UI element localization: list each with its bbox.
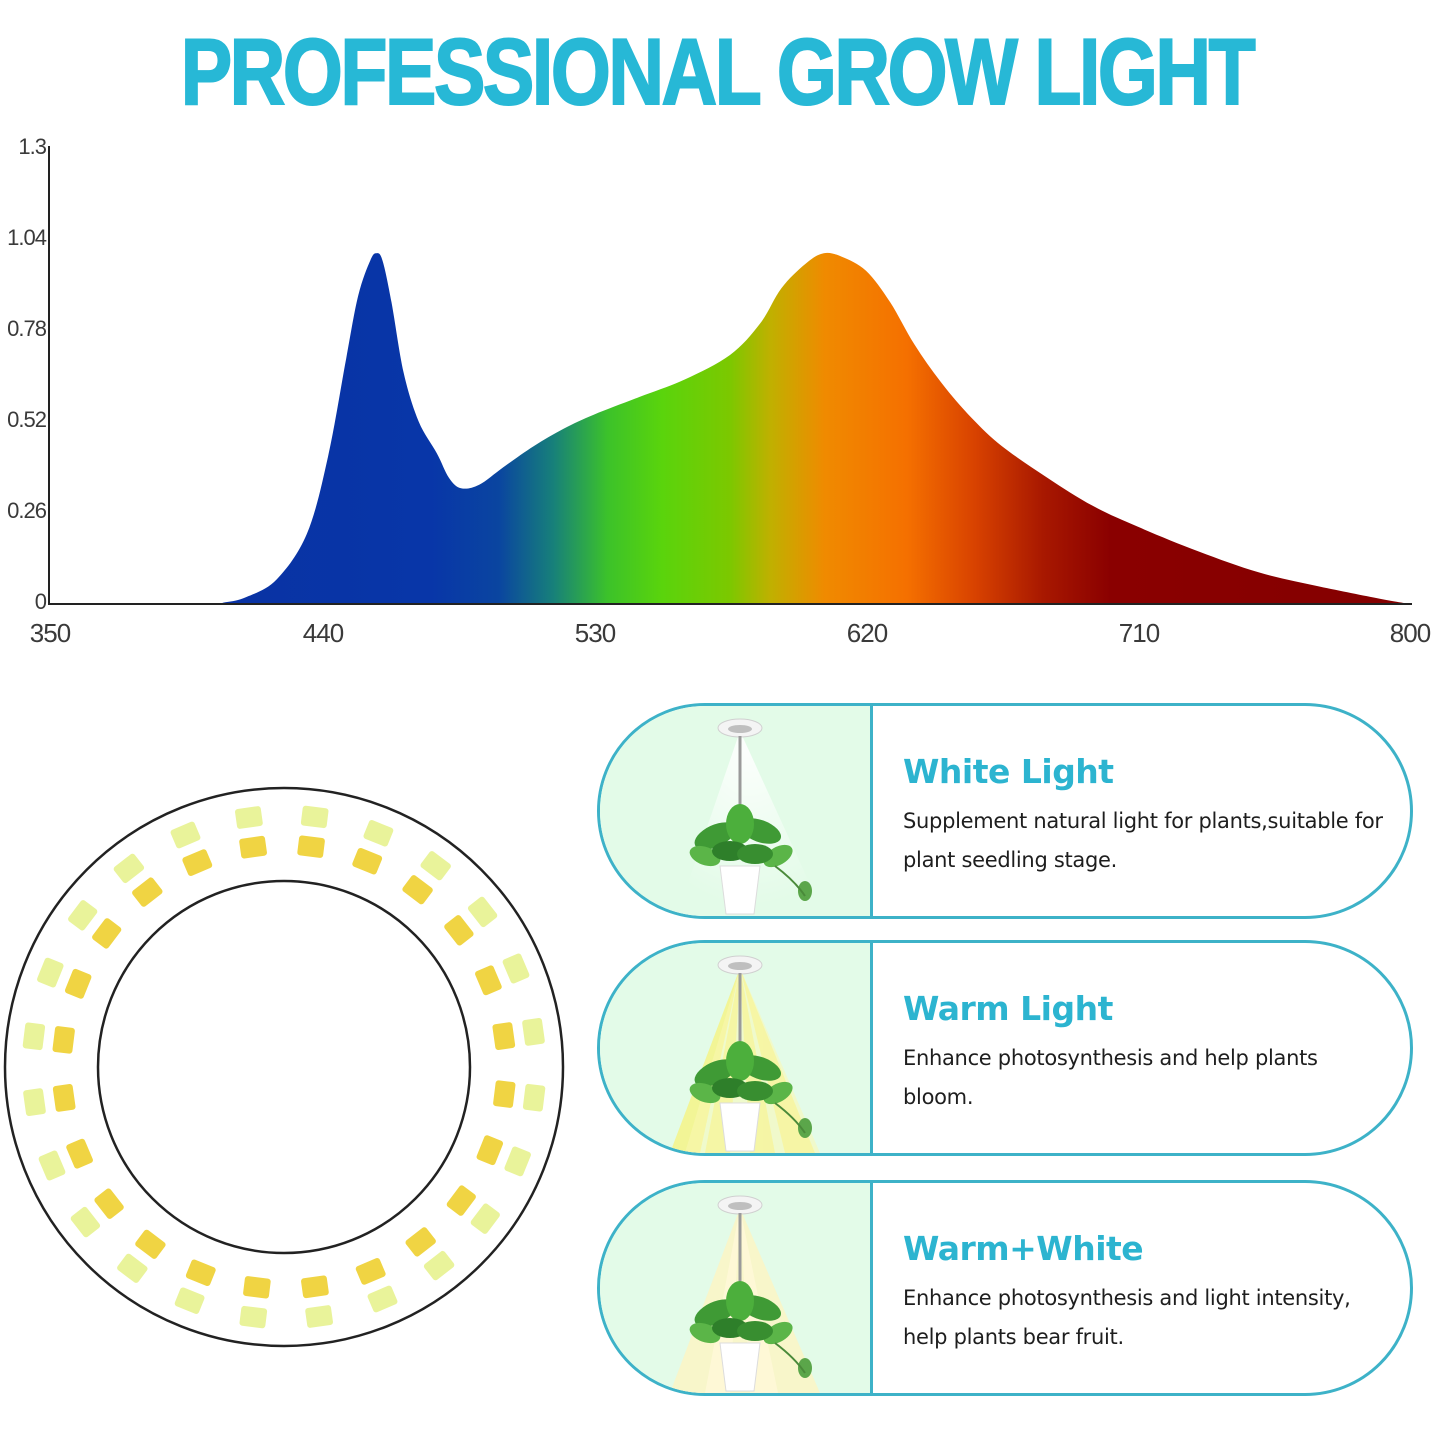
mode-title: Warm Light [903,989,1113,1028]
led-chip [185,1259,216,1287]
y-tick-label: 1.3 [18,134,47,159]
led-chip [522,1083,546,1112]
led-chip [174,1287,205,1314]
y-tick-label: 0.26 [7,498,47,523]
led-chip [94,1188,124,1219]
led-chip [522,1018,545,1046]
led-chip [66,1138,93,1169]
led-chip [70,1206,101,1238]
led-chip [476,1135,504,1166]
led-chip [301,1275,329,1299]
led-chip [52,1026,75,1054]
led-chip [235,806,263,829]
led-chip [355,1258,386,1285]
x-tick-label: 800 [1389,618,1431,648]
led-chips [22,805,546,1329]
led-chip [182,849,213,876]
led-chip [305,1305,333,1328]
led-ring-diagram [3,786,565,1348]
led-chip [117,1253,148,1283]
lamp-warm-white-icon [670,1195,820,1393]
led-chip [492,1022,516,1050]
ring-inner-edge [96,879,472,1255]
x-tick-label: 710 [1118,618,1160,648]
x-tick-label: 620 [846,618,888,648]
led-chip [135,1229,166,1259]
led-chip [446,1185,476,1216]
mode-description: Enhance photosynthesis and help plants b… [903,1046,1318,1109]
led-chip [363,820,394,847]
mode-title: Warm+White [903,1229,1144,1268]
lamp-image [600,706,873,916]
led-chip [23,1088,46,1116]
led-chip [420,851,451,881]
led-chip [243,1276,271,1299]
y-tick-label: 0.52 [7,407,47,432]
x-tick-label: 530 [574,618,616,648]
mode-card-white: White Light Supplement natural light for… [597,703,1413,919]
led-chip [38,1150,66,1181]
lamp-image [600,1183,873,1393]
led-chip [367,1285,398,1313]
mode-card-warm-white: Warm+White Enhance photosynthesis and li… [597,1180,1413,1396]
led-chip [504,1146,531,1177]
page-title: PROFESSIONAL GROW LIGHT [180,19,1257,124]
led-chip [405,1227,436,1257]
led-chip [475,965,502,996]
led-chip [170,821,201,849]
spectrum-chart [48,146,1412,605]
y-tick-label: 0 [34,589,47,614]
ring-outer-edge [3,786,565,1348]
lamp-warm-icon [670,955,820,1153]
led-chip [470,1203,500,1234]
led-chip [402,875,433,905]
led-chip [467,896,498,928]
led-chip [132,877,163,907]
led-chip [37,957,64,988]
led-chip [297,835,325,858]
led-chip [493,1080,516,1108]
led-chip [239,1305,268,1329]
lamp-white-icon [680,718,820,915]
led-chip [52,1084,76,1112]
led-chip [239,835,267,859]
led-chip [64,968,92,999]
lamp-image [600,943,873,1153]
led-chip [92,918,122,949]
y-tick-label: 0.78 [7,316,47,341]
led-chip [444,915,474,946]
x-tick-label: 440 [302,618,344,648]
spectrum-area [50,252,1410,604]
x-tick-label: 350 [29,618,71,648]
led-chip [22,1022,46,1051]
led-chip [113,853,145,884]
mode-description: Enhance photosynthesis and light intensi… [903,1286,1351,1349]
led-chip [68,900,98,931]
led-chip [423,1250,455,1281]
led-chip [300,805,329,829]
y-tick-label: 1.04 [7,225,47,250]
mode-title: White Light [903,752,1114,791]
led-chip [352,847,383,875]
mode-description: Supplement natural light for plants,suit… [903,809,1383,872]
led-chip [502,953,530,984]
mode-card-warm: Warm Light Enhance photosynthesis and he… [597,940,1413,1156]
